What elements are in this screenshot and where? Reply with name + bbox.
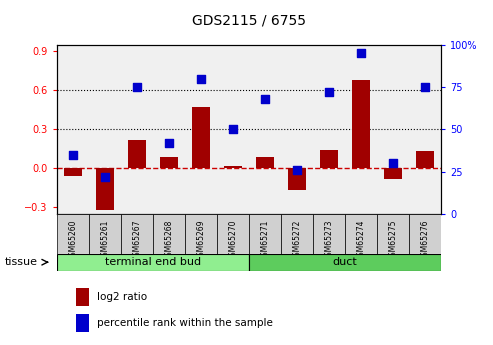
- Bar: [185, 214, 217, 254]
- Bar: [224, 166, 242, 168]
- Text: tissue: tissue: [5, 257, 38, 267]
- Text: GSM65275: GSM65275: [388, 220, 398, 262]
- Bar: [281, 214, 313, 254]
- Text: GSM65269: GSM65269: [196, 220, 206, 262]
- Bar: [76, 288, 89, 306]
- Bar: [76, 314, 89, 332]
- Text: GSM65267: GSM65267: [132, 220, 141, 262]
- Text: GSM65260: GSM65260: [68, 220, 77, 262]
- Bar: [96, 168, 113, 210]
- Bar: [385, 168, 402, 179]
- Bar: [57, 214, 89, 254]
- Bar: [160, 157, 177, 168]
- Bar: [64, 168, 81, 176]
- Bar: [57, 254, 249, 271]
- Bar: [128, 140, 145, 168]
- Bar: [377, 214, 409, 254]
- Bar: [288, 168, 306, 190]
- Text: GSM65274: GSM65274: [356, 220, 366, 262]
- Text: GSM65272: GSM65272: [292, 220, 302, 261]
- Point: [197, 76, 205, 81]
- Bar: [313, 214, 345, 254]
- Point: [421, 85, 429, 90]
- Bar: [217, 214, 249, 254]
- Text: percentile rank within the sample: percentile rank within the sample: [97, 318, 273, 328]
- Point: [229, 127, 237, 132]
- Text: terminal end bud: terminal end bud: [105, 257, 201, 267]
- Bar: [256, 157, 274, 168]
- Bar: [121, 214, 153, 254]
- Text: GSM65261: GSM65261: [100, 220, 109, 261]
- Bar: [89, 214, 121, 254]
- Text: GDS2115 / 6755: GDS2115 / 6755: [192, 13, 306, 28]
- Text: GSM65271: GSM65271: [260, 220, 270, 261]
- Bar: [249, 254, 441, 271]
- Bar: [409, 214, 441, 254]
- Text: GSM65276: GSM65276: [421, 220, 430, 262]
- Point: [357, 50, 365, 56]
- Point: [325, 89, 333, 95]
- Bar: [345, 214, 377, 254]
- Bar: [192, 107, 210, 168]
- Bar: [320, 150, 338, 168]
- Point: [133, 85, 141, 90]
- Text: GSM65270: GSM65270: [228, 220, 238, 262]
- Bar: [153, 214, 185, 254]
- Bar: [417, 151, 434, 168]
- Text: GSM65268: GSM65268: [164, 220, 174, 261]
- Point: [261, 96, 269, 102]
- Bar: [352, 80, 370, 168]
- Point: [69, 152, 77, 157]
- Bar: [249, 214, 281, 254]
- Text: log2 ratio: log2 ratio: [97, 292, 147, 302]
- Point: [165, 140, 173, 146]
- Point: [101, 174, 108, 179]
- Text: duct: duct: [333, 257, 357, 267]
- Point: [389, 160, 397, 166]
- Point: [293, 167, 301, 173]
- Text: GSM65273: GSM65273: [324, 220, 334, 262]
